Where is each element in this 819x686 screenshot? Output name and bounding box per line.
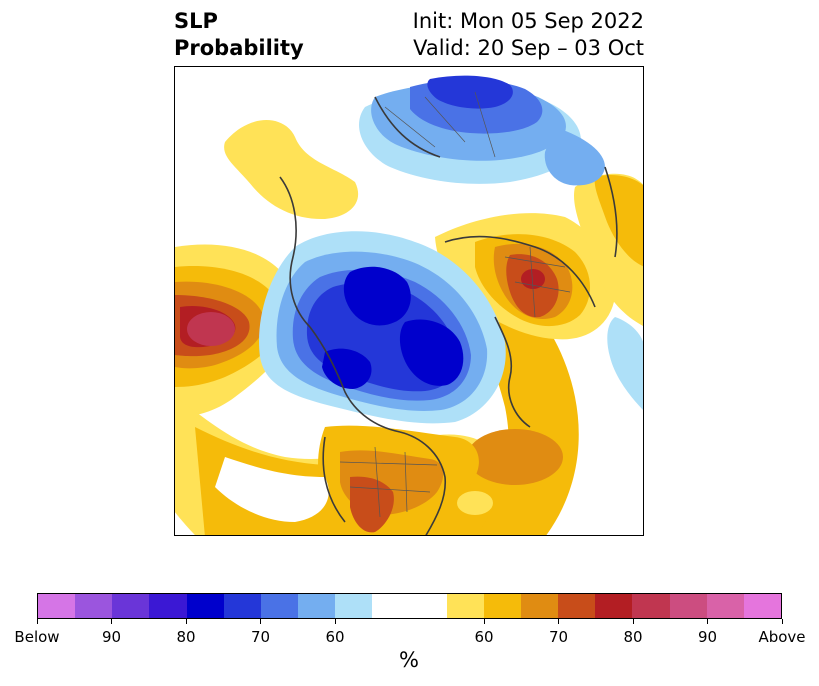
colorbar-below-segment xyxy=(186,594,224,618)
colorbar-tick-label: 90 xyxy=(697,628,718,646)
colorbar-tick-mark xyxy=(707,619,708,624)
colorbar-below-segment xyxy=(75,594,113,618)
colorbar-tick-label: Below xyxy=(14,628,60,646)
colorbar-above-segment xyxy=(483,594,522,618)
valid-range: Valid: 20 Sep – 03 Oct xyxy=(413,36,644,60)
pacific-above-region xyxy=(175,244,297,417)
colorbar-tick-mark xyxy=(260,619,261,624)
colorbar-below-segment xyxy=(112,594,150,618)
colorbar-tick-label: 70 xyxy=(250,628,271,646)
colorbar-tick-label: 60 xyxy=(325,628,345,646)
colorbar-below-segment xyxy=(149,594,187,618)
colorbar-tick-mark xyxy=(185,619,187,624)
map-panel xyxy=(174,66,644,536)
colorbar-tick-mark xyxy=(483,619,485,624)
colorbar-below-segment xyxy=(38,594,76,618)
colorbar-below-segment xyxy=(298,594,336,618)
colorbar-above-segment xyxy=(521,594,559,618)
colorbar xyxy=(37,593,782,619)
colorbar-below-segment xyxy=(223,594,261,618)
colorbar-tick-label: 60 xyxy=(474,628,494,646)
colorbar-tick-mark xyxy=(558,619,559,624)
coastlines xyxy=(279,96,618,535)
borders xyxy=(339,91,571,518)
colorbar-above-segment xyxy=(558,594,596,618)
colorbar-above-segment xyxy=(669,594,707,618)
colorbar-tick-mark xyxy=(781,619,783,624)
atlantic-above-core xyxy=(467,429,563,485)
probability-map xyxy=(175,67,643,535)
colorbar-tick-mark xyxy=(334,619,336,624)
colorbar-tick-label: Above xyxy=(758,628,806,646)
colorbar-above-segment xyxy=(706,594,744,618)
northwest-above xyxy=(224,119,359,220)
colorbar-tick-label: 70 xyxy=(548,628,569,646)
colorbar-tick-mark xyxy=(111,619,112,624)
colorbar-tick-label: 90 xyxy=(101,628,122,646)
colorbar-neutral-segment xyxy=(372,594,447,618)
colorbar-above-segment xyxy=(446,594,484,618)
colorbar-below-segment xyxy=(335,594,373,618)
east-below xyxy=(607,317,643,412)
colorbar-above-segment xyxy=(595,594,633,618)
title-quantity: Probability xyxy=(174,36,304,60)
colorbar-below-segment xyxy=(260,594,299,618)
colorbar-tick-mark xyxy=(632,619,634,624)
colorbar-above-segment xyxy=(632,594,670,618)
colorbar-tick-label: 80 xyxy=(176,628,196,646)
title-right: Init: Mon 05 Sep 2022 Valid: 20 Sep – 03… xyxy=(413,8,644,62)
colorbar-tick-mark xyxy=(36,619,38,624)
title-variable: SLP xyxy=(174,9,218,33)
init-date: Init: Mon 05 Sep 2022 xyxy=(412,9,644,33)
colorbar-unit: % xyxy=(399,648,419,672)
colorbar-tick-label: 80 xyxy=(623,628,643,646)
colorbar-above-segment xyxy=(743,594,782,618)
title-left: SLP Probability xyxy=(174,8,304,62)
